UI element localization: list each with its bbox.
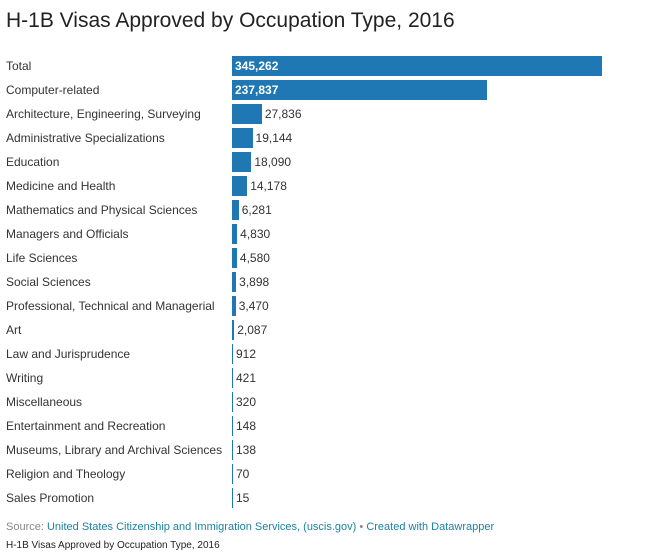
bar-row: Education 18,090 (0, 150, 656, 174)
bar-row: Museums, Library and Archival Sciences 13… (0, 438, 656, 462)
bar (232, 392, 233, 412)
category-label: Mathematics and Physical Sciences (6, 203, 198, 217)
value-label: 15 (236, 491, 250, 505)
value-label: 148 (236, 419, 257, 433)
bar (232, 248, 237, 268)
category-label: Administrative Specializations (6, 131, 165, 145)
bar (232, 368, 233, 388)
bar-row: Medicine and Health 14,178 (0, 174, 656, 198)
source-link[interactable]: United States Citizenship and Immigratio… (46, 521, 357, 533)
bar (232, 80, 487, 100)
value-label: 2,087 (237, 323, 268, 337)
bar-row: Computer-related 237,837 (0, 78, 656, 102)
bar (232, 464, 233, 484)
bar (232, 344, 233, 364)
bar-row: Art 2,087 (0, 318, 656, 342)
bar (232, 224, 238, 244)
value-label: 4,830 (240, 227, 271, 241)
category-label: Art (6, 323, 22, 337)
bar (232, 488, 233, 508)
category-label: Miscellaneous (6, 395, 83, 409)
bar (232, 296, 236, 316)
bar-row: Total 345,262 (0, 54, 656, 78)
bar-chart: Total 345,262 Computer-related 237,837 Archi… (0, 54, 656, 510)
bar-row: Managers and Officials 4,830 (0, 222, 656, 246)
bar (232, 152, 252, 172)
value-label: 345,262 (235, 59, 279, 73)
category-label: Law and Jurisprudence (6, 347, 131, 361)
value-label: 912 (236, 347, 257, 361)
bar (232, 416, 233, 436)
bar-row: Religion and Theology 70 (0, 462, 656, 486)
bar-row: Sales Promotion 15 (0, 486, 656, 510)
bar-row: Writing 421 (0, 366, 656, 390)
category-label: Architecture, Engineering, Surveying (6, 107, 201, 121)
value-label: 14,178 (250, 179, 287, 193)
category-label: Sales Promotion (6, 491, 95, 505)
bar-row: Life Sciences 4,580 (0, 246, 656, 270)
bar-row: Mathematics and Physical Sciences 6,281 (0, 198, 656, 222)
category-label: Social Sciences (6, 275, 91, 289)
value-label: 3,470 (238, 299, 269, 313)
category-label: Medicine and Health (6, 179, 116, 193)
value-label: 4,580 (239, 251, 270, 265)
chart-title: H-1B Visas Approved by Occupation Type, … (6, 9, 455, 32)
value-label: 6,281 (241, 203, 272, 217)
category-label: Entertainment and Recreation (6, 419, 166, 433)
bar-row: Entertainment and Recreation 148 (0, 414, 656, 438)
bar-row: Law and Jurisprudence 912 (0, 342, 656, 366)
category-label: Religion and Theology (6, 467, 126, 481)
category-label: Total (6, 59, 32, 73)
bar (232, 440, 233, 460)
category-label: Managers and Officials (6, 227, 129, 241)
source-label: Source: (6, 521, 44, 533)
bar (232, 128, 253, 148)
datawrapper-credit-link[interactable]: Created with Datawrapper (366, 521, 495, 533)
bar (232, 176, 248, 196)
image-caption: H-1B Visas Approved by Occupation Type, … (6, 540, 220, 551)
bar (232, 272, 237, 292)
value-label: 421 (236, 371, 257, 385)
bar-row: Social Sciences 3,898 (0, 270, 656, 294)
category-label: Professional, Technical and Managerial (6, 299, 215, 313)
bar (232, 56, 602, 76)
category-label: Education (6, 155, 60, 169)
value-label: 70 (236, 467, 250, 481)
bar-row: Professional, Technical and Managerial 3,… (0, 294, 656, 318)
bar (232, 104, 262, 124)
value-label: 320 (236, 395, 257, 409)
bar-row: Architecture, Engineering, Surveying 27,8… (0, 102, 656, 126)
value-label: 18,090 (254, 155, 292, 169)
category-label: Writing (6, 371, 44, 385)
value-label: 237,837 (235, 83, 279, 97)
value-label: 19,144 (255, 131, 293, 145)
category-label: Life Sciences (6, 251, 78, 265)
value-label: 27,836 (264, 107, 302, 121)
bar-row: Miscellaneous 320 (0, 390, 656, 414)
bar (232, 200, 239, 220)
category-label: Museums, Library and Archival Sciences (6, 443, 223, 457)
footer-separator: • (359, 521, 364, 533)
chart-footer: Source: United States Citizenship and Im… (6, 521, 494, 533)
value-label: 3,898 (239, 275, 270, 289)
bar-row: Administrative Specializations 19,144 (0, 126, 656, 150)
value-label: 138 (236, 443, 257, 457)
bar (232, 320, 235, 340)
category-label: Computer-related (6, 83, 100, 97)
